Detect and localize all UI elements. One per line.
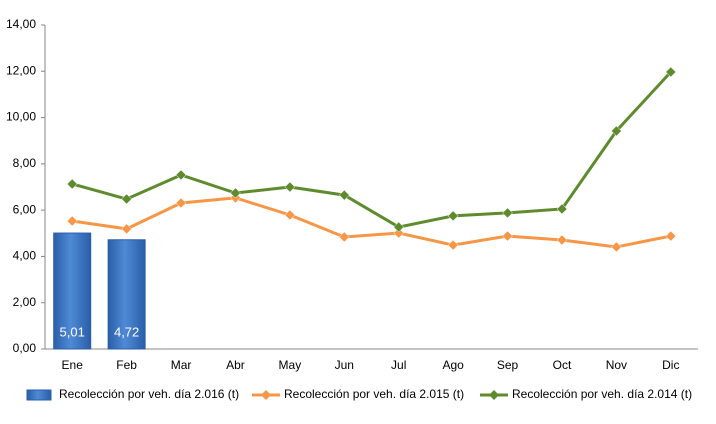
marker [66,215,78,227]
legend-label: Recolección por veh. día 2.015 (t) [284,387,464,401]
marker [393,221,405,233]
value-label: 4,72 [114,324,139,339]
y-tick-label: 12,00 [6,63,36,77]
marker [175,197,187,209]
marker [393,227,405,239]
x-tick-label: Mar [171,358,192,372]
marker [121,223,132,235]
y-tick-label: 6,00 [13,202,37,216]
legend-label: Recolección por veh. día 2.016 (t) [59,387,239,401]
marker [447,210,459,222]
line [71,196,672,249]
marker [556,234,568,246]
x-tick-label: Nov [606,358,627,372]
x-tick-label: Dic [662,358,679,372]
bar [53,232,92,350]
x-tick-label: Feb [116,358,137,372]
x-tick-label: Jul [391,358,406,372]
marker [502,207,513,219]
x-tick-label: Jun [335,358,354,372]
marker [338,189,350,201]
marker [556,203,568,215]
legend-marker [261,390,271,400]
marker [66,178,78,190]
y-tick-label: 8,00 [13,156,37,170]
y-tick-label: 4,00 [13,249,37,263]
marker [665,230,677,242]
marker [338,231,350,243]
x-tick-label: Abr [226,358,245,372]
x-tick-label: Ago [442,358,464,372]
marker [121,193,132,205]
y-tick-label: 10,00 [6,110,36,124]
marker [284,209,296,221]
marker [230,187,241,199]
legend-label: Recolección por veh. día 2.014 (t) [512,387,692,401]
line [71,70,672,229]
marker [175,169,187,181]
x-tick-label: Sep [497,358,519,372]
x-tick-label: May [279,358,302,372]
legend-marker [489,390,499,400]
marker [284,181,296,193]
value-label: 5,01 [60,324,85,339]
marker [665,66,677,78]
y-tick-label: 0,00 [13,341,37,355]
marker [447,239,459,251]
x-tick-label: Ene [62,358,84,372]
legend-swatch [26,389,52,401]
bar [107,239,146,350]
marker [611,241,622,253]
marker [611,125,622,137]
marker [502,230,513,242]
y-tick-label: 14,00 [6,17,36,31]
y-tick-label: 2,00 [13,295,37,309]
x-tick-label: Oct [553,358,572,372]
